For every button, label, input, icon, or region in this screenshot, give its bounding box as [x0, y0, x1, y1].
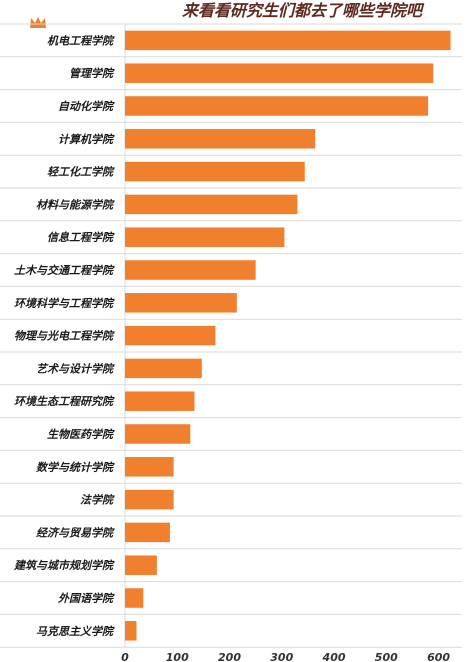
category-label: 环境生态工程研究院 — [14, 395, 115, 408]
chart-title: 来看看研究生们都去了哪些学院吧 — [182, 1, 425, 20]
x-tick-label: 0 — [121, 651, 129, 662]
category-label: 环境科学与工程学院 — [14, 297, 115, 310]
bar — [125, 391, 195, 411]
bar — [125, 424, 191, 444]
category-label: 管理学院 — [69, 67, 115, 80]
bar — [125, 555, 157, 575]
category-label: 机电工程学院 — [47, 34, 115, 47]
bar — [125, 260, 256, 280]
bar — [125, 522, 170, 543]
x-tick-label: 600 — [427, 651, 450, 662]
x-tick-label: 200 — [218, 651, 241, 662]
x-tick-label: 300 — [270, 651, 293, 662]
category-label: 计算机学院 — [58, 133, 115, 146]
x-tick-label: 500 — [375, 651, 398, 662]
bar — [125, 588, 144, 608]
bar — [125, 489, 174, 510]
category-label: 土木与交通工程学院 — [14, 264, 115, 277]
bar — [125, 63, 434, 83]
crown-icon — [30, 17, 46, 28]
category-label: 艺术与设计学院 — [36, 362, 115, 375]
category-label: 经济与贸易学院 — [36, 526, 115, 539]
category-label: 自动化学院 — [58, 100, 115, 113]
category-label: 数学与统计学院 — [36, 461, 115, 474]
x-tick-label: 400 — [322, 651, 346, 662]
bar — [125, 161, 305, 182]
category-label: 生物医药学院 — [47, 428, 115, 441]
bar — [125, 457, 174, 477]
category-label: 物理与光电工程学院 — [14, 330, 115, 343]
bar — [125, 293, 237, 313]
x-tick-label: 100 — [166, 651, 189, 662]
category-label: 马克思主义学院 — [36, 625, 115, 638]
bar — [125, 227, 285, 247]
bar — [125, 325, 216, 346]
category-label: 法学院 — [80, 494, 115, 507]
bar — [125, 30, 451, 51]
bar — [125, 194, 298, 215]
category-label: 信息工程学院 — [47, 231, 115, 244]
bar — [125, 358, 202, 379]
bar — [125, 621, 137, 641]
category-label: 建筑与城市规划学院 — [13, 559, 115, 572]
bar — [125, 129, 316, 149]
category-label: 轻工化工学院 — [47, 166, 115, 179]
category-label: 材料与能源学院 — [36, 198, 115, 211]
category-label: 外国语学院 — [57, 592, 115, 605]
bar — [125, 96, 429, 116]
